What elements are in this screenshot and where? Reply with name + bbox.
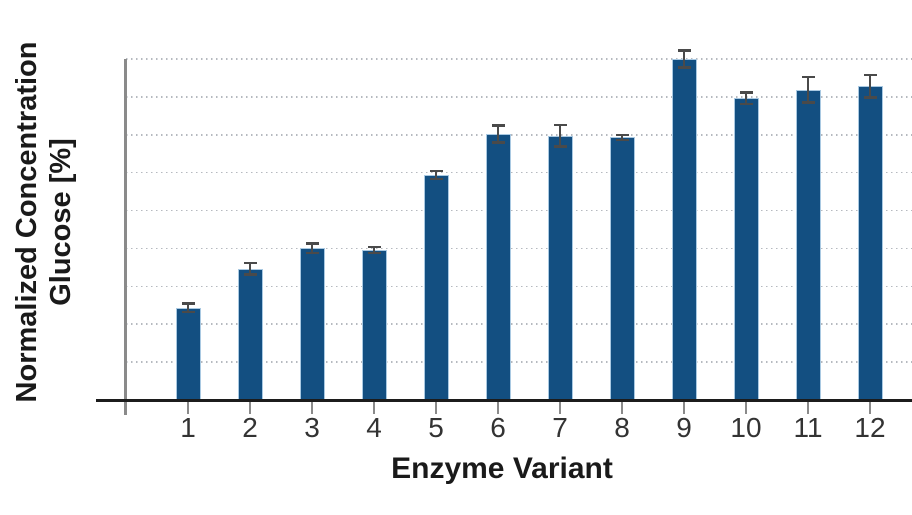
- x-tick: [683, 401, 685, 414]
- error-bar-stem: [434, 169, 438, 181]
- error-bar: [863, 73, 877, 99]
- bar-variant-1: [175, 307, 201, 400]
- x-tick: [311, 401, 313, 414]
- x-tick-label: 9: [676, 412, 692, 443]
- error-bar-stem: [496, 124, 500, 144]
- x-tick: [373, 401, 375, 414]
- bar-variant-9: [671, 59, 697, 400]
- bar-variant-4: [361, 249, 387, 400]
- gridline: [126, 96, 912, 98]
- x-tick-label: 11: [793, 412, 823, 443]
- x-tick: [559, 401, 561, 414]
- x-tick-label: 12: [854, 412, 886, 443]
- error-bar-stem: [372, 245, 376, 255]
- x-tick: [621, 401, 623, 414]
- bar-variant-11: [795, 89, 821, 400]
- x-tick-label: 6: [490, 412, 506, 443]
- x-tick-label: 10: [730, 412, 762, 443]
- x-tick: [435, 401, 437, 414]
- x-tick-label: 4: [366, 412, 382, 443]
- bar-variant-8: [609, 137, 635, 400]
- bar-variant-5: [423, 174, 449, 400]
- x-tick: [497, 401, 499, 414]
- x-axis-line: [96, 399, 912, 402]
- bar-variant-7: [547, 135, 573, 400]
- error-bar-stem: [186, 302, 190, 314]
- gridline: [126, 285, 912, 288]
- y-axis-line: [124, 59, 127, 415]
- x-tick: [745, 401, 747, 414]
- x-tick: [807, 401, 809, 414]
- error-bar: [739, 91, 753, 106]
- x-tick-label: 7: [552, 412, 568, 443]
- x-tick-label: 2: [242, 412, 258, 443]
- gridline: [126, 134, 912, 136]
- gridline: [126, 247, 912, 250]
- error-bar-stem: [682, 49, 686, 69]
- gridline: [126, 323, 912, 325]
- error-bar-stem: [620, 133, 624, 142]
- bar-variant-3: [299, 248, 325, 400]
- error-bar-stem: [558, 123, 562, 148]
- x-tick-label: 5: [428, 412, 444, 443]
- error-bar-stem: [744, 91, 748, 106]
- gridline: [126, 209, 912, 212]
- bar-variant-6: [485, 134, 511, 400]
- error-bar-stem: [248, 261, 252, 276]
- error-bar: [677, 49, 691, 69]
- error-bar: [429, 169, 443, 181]
- gridline: [126, 171, 912, 174]
- gridline: [126, 58, 912, 60]
- x-tick: [869, 401, 871, 414]
- x-tick-label: 3: [304, 412, 320, 443]
- error-bar: [491, 124, 505, 144]
- error-bar: [305, 242, 319, 255]
- error-bar: [615, 133, 629, 142]
- error-bar-stem: [310, 242, 314, 255]
- x-tick-label: 1: [180, 412, 196, 443]
- x-axis-title: Enzyme Variant: [391, 452, 613, 485]
- error-bar: [243, 261, 257, 276]
- error-bar: [181, 302, 195, 314]
- x-tick: [249, 401, 251, 414]
- x-tick-label: 8: [614, 412, 630, 443]
- error-bar: [553, 123, 567, 148]
- error-bar-stem: [868, 73, 872, 99]
- bar-variant-2: [237, 268, 263, 400]
- error-bar-stem: [806, 75, 810, 104]
- bar-variant-12: [857, 86, 883, 400]
- error-bar: [367, 245, 381, 255]
- x-tick: [187, 401, 189, 414]
- gridline: [126, 361, 912, 363]
- error-bar: [801, 75, 815, 104]
- bar-variant-10: [733, 98, 759, 400]
